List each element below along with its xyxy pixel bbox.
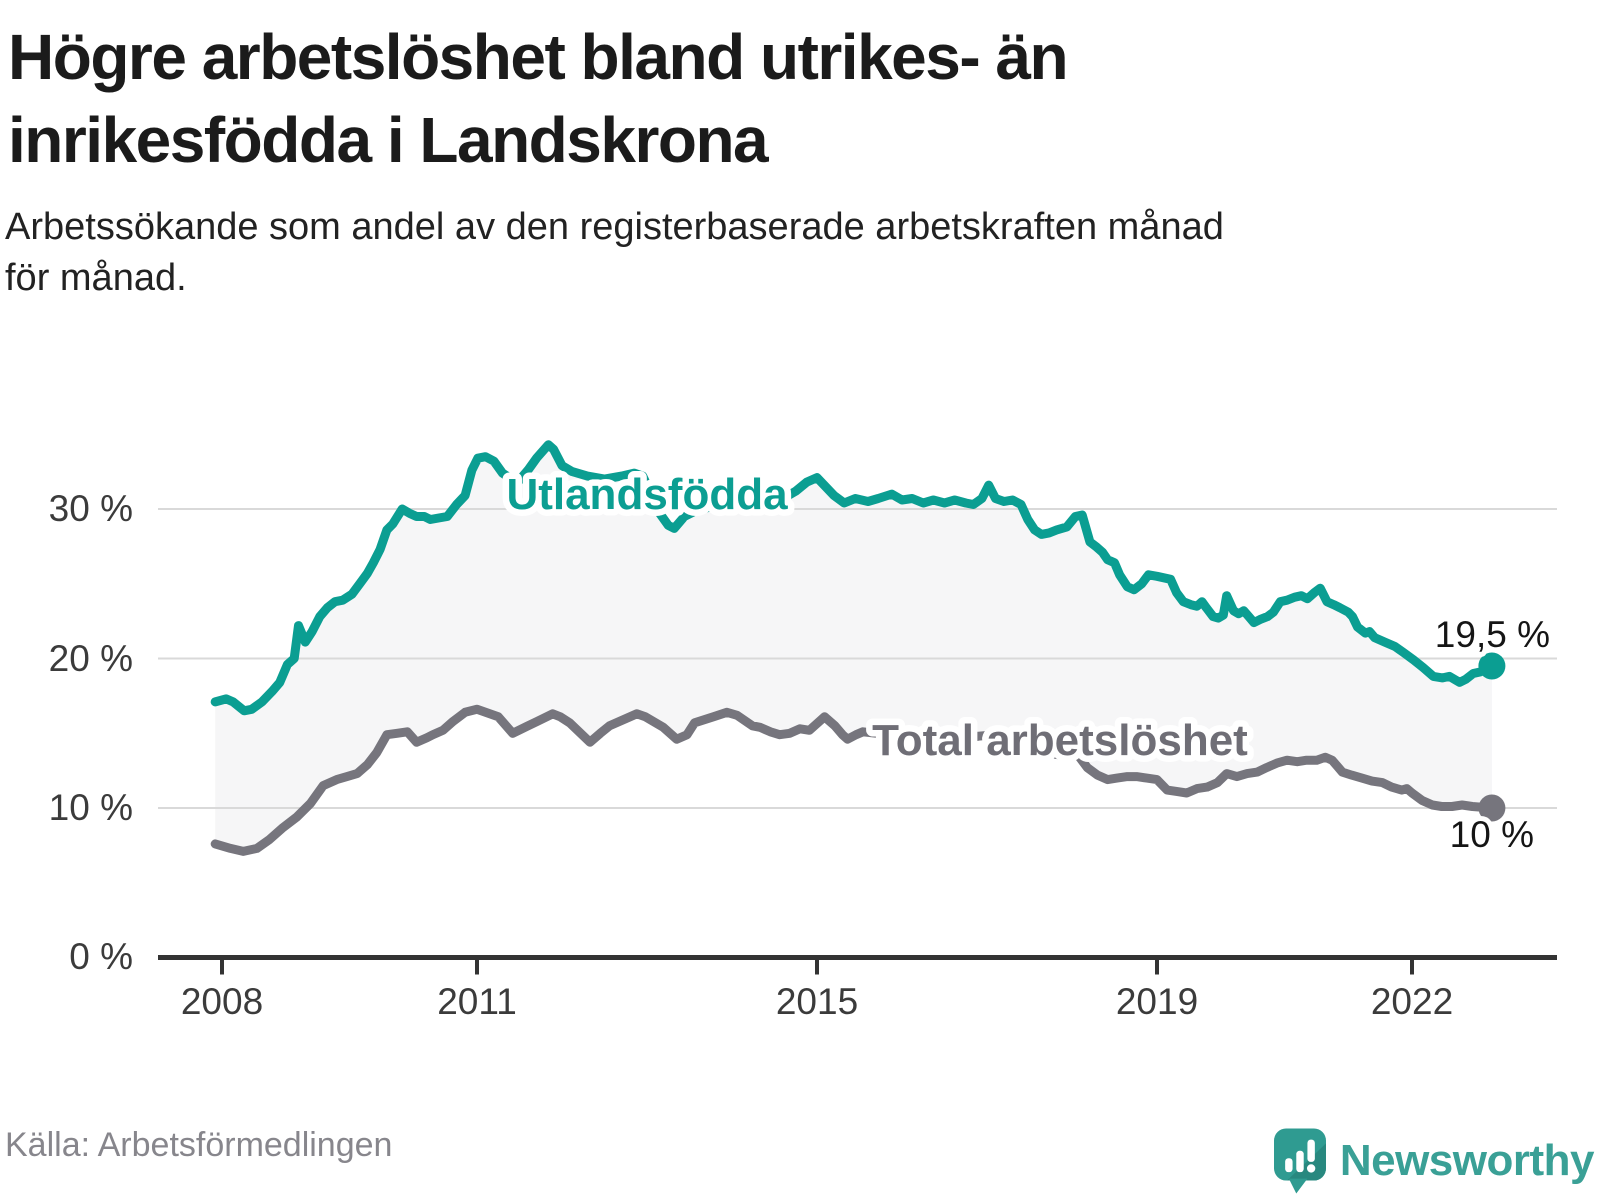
y-axis-label-0: 0 % — [69, 936, 133, 977]
bar-small — [1284, 1158, 1293, 1173]
exclamation-dot — [1306, 1164, 1316, 1173]
page-title: Högre arbetslöshet bland utrikes- än inri… — [0, 0, 1600, 182]
plot-lines-layer — [158, 440, 1557, 975]
newsworthy-logo: Newsworthy — [1273, 1128, 1595, 1194]
bar-medium — [1296, 1150, 1304, 1173]
y-axis-label-10: 10 % — [49, 787, 133, 828]
area-fill-between-series — [215, 444, 1492, 852]
plot-background-layer — [158, 444, 1557, 852]
title-line-2: inrikesfödda i Landskrona — [8, 104, 769, 177]
end-value-label-utlandsfodda: 19,5 % — [1435, 614, 1550, 655]
subtitle-line-2: för månad. — [5, 256, 187, 299]
chart-bubble-icon — [1273, 1128, 1326, 1194]
x-axis-label-2008: 2008 — [181, 981, 263, 1022]
end-dot-total-arbetsloshet — [1478, 794, 1506, 822]
x-axis-label-2022: 2022 — [1371, 981, 1453, 1022]
series-line-utlandsfodda — [210, 440, 1497, 716]
series-label-utlandsfodda: Utlandsfödda — [506, 470, 788, 519]
brand-name: Newsworthy — [1339, 1136, 1595, 1185]
chart-subtitle: Arbetssökande som andel av den registerb… — [0, 182, 1600, 303]
end-dot-utlandsfodda — [1478, 652, 1506, 680]
series-label-total-arbetsloshet: Total arbetslöshet — [872, 716, 1248, 765]
series-line-total-arbetsloshet — [210, 704, 1497, 856]
bar-tall — [1307, 1139, 1315, 1162]
y-axis-label-30: 30 % — [49, 488, 133, 529]
x-axis-label-2019: 2019 — [1116, 981, 1198, 1022]
x-axis-label-2011: 2011 — [437, 981, 517, 1022]
bubble-tail — [1288, 1178, 1308, 1194]
x-axis-label-2015: 2015 — [776, 981, 858, 1022]
subtitle-line-1: Arbetssökande som andel av den registerb… — [5, 206, 1224, 249]
chart-header: Högre arbetslöshet bland utrikes- än inri… — [0, 0, 1600, 303]
end-value-label-total-arbetsloshet: 10 % — [1450, 814, 1534, 855]
source-note: Källa: Arbetsförmedlingen — [5, 1126, 393, 1164]
title-line-1: Högre arbetslöshet bland utrikes- än — [8, 21, 1069, 93]
y-axis-label-20: 20 % — [49, 638, 133, 679]
